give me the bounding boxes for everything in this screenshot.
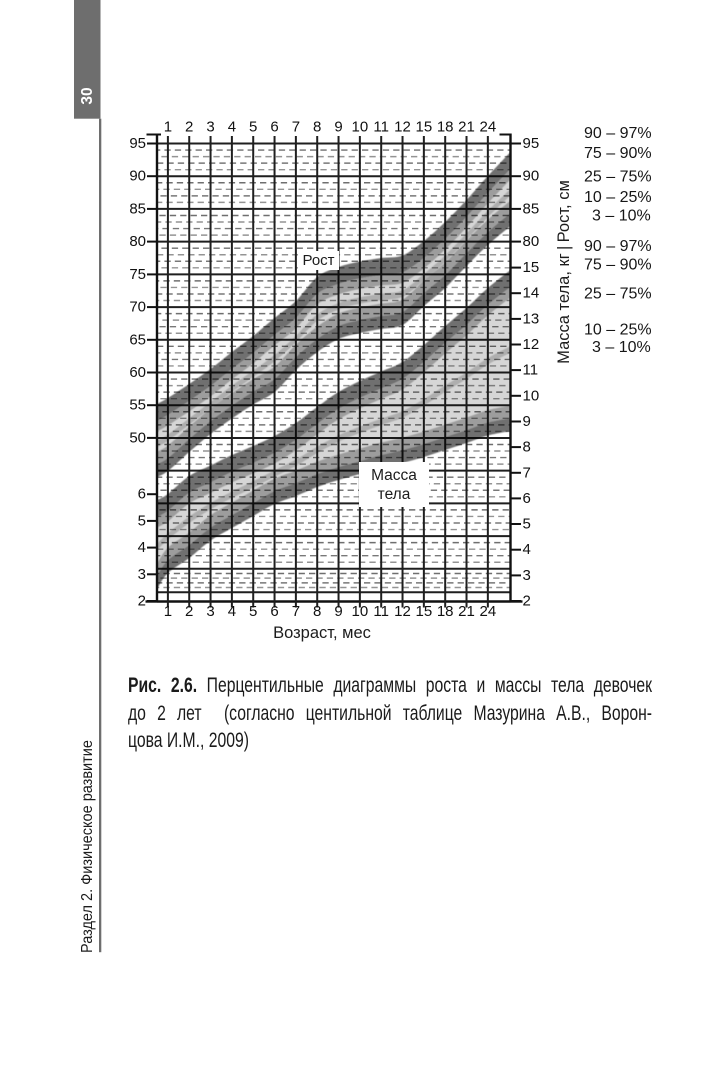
svg-text:15: 15 xyxy=(416,603,433,620)
svg-text:4: 4 xyxy=(228,119,236,136)
svg-text:11: 11 xyxy=(523,362,539,379)
svg-text:3: 3 xyxy=(523,567,531,584)
svg-text:70: 70 xyxy=(129,299,146,316)
svg-text:75 – 90%: 75 – 90% xyxy=(584,145,652,162)
svg-text:21: 21 xyxy=(458,603,475,620)
svg-text:11: 11 xyxy=(373,603,389,620)
svg-text:6: 6 xyxy=(270,603,278,620)
svg-text:4: 4 xyxy=(228,603,236,620)
svg-text:21: 21 xyxy=(458,119,475,136)
svg-text:90: 90 xyxy=(129,168,146,185)
svg-text:9: 9 xyxy=(334,603,342,620)
svg-text:7: 7 xyxy=(292,603,300,620)
svg-text:80: 80 xyxy=(129,233,146,250)
svg-text:5: 5 xyxy=(249,119,257,136)
svg-text:Масса: Масса xyxy=(371,467,417,484)
svg-text:55: 55 xyxy=(129,397,146,414)
svg-text:95: 95 xyxy=(129,135,146,152)
svg-text:90 – 97%: 90 – 97% xyxy=(584,238,652,255)
svg-text:75 – 90%: 75 – 90% xyxy=(584,257,652,274)
svg-text:8: 8 xyxy=(313,119,321,136)
svg-text:24: 24 xyxy=(480,603,497,620)
svg-text:80: 80 xyxy=(523,233,540,250)
svg-text:65: 65 xyxy=(129,331,146,348)
svg-text:13: 13 xyxy=(523,310,540,327)
svg-text:9: 9 xyxy=(334,119,342,136)
svg-text:тела: тела xyxy=(378,486,411,503)
svg-text:6: 6 xyxy=(523,490,531,507)
svg-text:95: 95 xyxy=(523,135,540,152)
svg-text:2: 2 xyxy=(523,593,531,610)
svg-text:Возраст, мес: Возраст, мес xyxy=(273,624,371,642)
svg-text:12: 12 xyxy=(394,603,411,620)
svg-text:4: 4 xyxy=(138,539,146,556)
svg-text:Рост: Рост xyxy=(302,252,334,269)
svg-text:30: 30 xyxy=(79,87,96,104)
svg-text:2: 2 xyxy=(185,603,193,620)
svg-text:Раздел 2. Физическое развитие: Раздел 2. Физическое развитие xyxy=(79,740,96,953)
svg-text:18: 18 xyxy=(437,119,454,136)
svg-text:5: 5 xyxy=(138,512,146,529)
svg-text:25 – 75%: 25 – 75% xyxy=(584,285,652,302)
svg-text:85: 85 xyxy=(523,200,540,217)
svg-text:10: 10 xyxy=(523,387,540,404)
svg-text:6: 6 xyxy=(270,119,278,136)
svg-text:3 – 10%: 3 – 10% xyxy=(592,207,651,224)
svg-text:5: 5 xyxy=(249,603,257,620)
svg-text:90: 90 xyxy=(523,168,540,185)
svg-text:85: 85 xyxy=(129,200,146,217)
svg-text:1: 1 xyxy=(164,603,172,620)
svg-text:15: 15 xyxy=(416,119,433,136)
svg-text:3: 3 xyxy=(206,119,214,136)
svg-text:1: 1 xyxy=(164,119,172,136)
svg-text:3: 3 xyxy=(138,566,146,583)
svg-text:10: 10 xyxy=(352,119,369,136)
svg-text:12: 12 xyxy=(523,336,540,353)
svg-text:90 – 97%: 90 – 97% xyxy=(584,125,652,142)
svg-text:10: 10 xyxy=(352,603,369,620)
svg-text:4: 4 xyxy=(523,541,531,558)
svg-text:60: 60 xyxy=(129,364,146,381)
svg-text:14: 14 xyxy=(523,285,540,302)
svg-text:2: 2 xyxy=(138,593,146,610)
svg-text:50: 50 xyxy=(129,429,146,446)
svg-text:5: 5 xyxy=(523,516,531,533)
svg-text:2: 2 xyxy=(185,119,193,136)
svg-text:15: 15 xyxy=(523,259,540,276)
svg-text:25 – 75%: 25 – 75% xyxy=(584,169,652,186)
svg-text:6: 6 xyxy=(138,486,146,503)
svg-text:75: 75 xyxy=(129,266,146,283)
svg-text:11: 11 xyxy=(373,119,389,136)
svg-text:7: 7 xyxy=(292,119,300,136)
svg-text:24: 24 xyxy=(480,119,497,136)
svg-text:Масса тела, кг | Рост, см: Масса тела, кг | Рост, см xyxy=(555,180,573,364)
svg-text:10 – 25%: 10 – 25% xyxy=(584,189,652,206)
svg-text:9: 9 xyxy=(523,413,531,430)
svg-text:8: 8 xyxy=(313,603,321,620)
svg-text:12: 12 xyxy=(394,119,411,136)
svg-text:18: 18 xyxy=(437,603,454,620)
svg-text:8: 8 xyxy=(523,439,531,456)
svg-text:3: 3 xyxy=(206,603,214,620)
svg-text:7: 7 xyxy=(523,464,531,481)
svg-text:10 – 25%: 10 – 25% xyxy=(584,322,652,339)
svg-text:3 – 10%: 3 – 10% xyxy=(592,339,651,356)
